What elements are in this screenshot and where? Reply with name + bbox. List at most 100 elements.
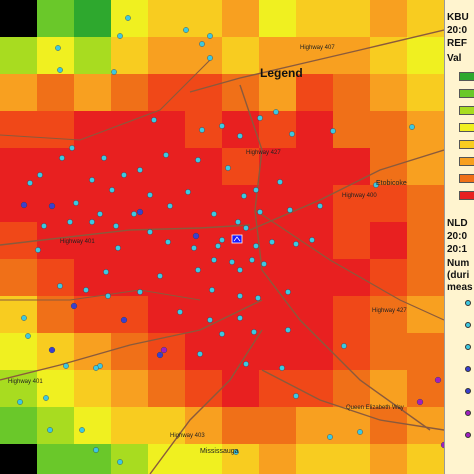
lightning-station-marker[interactable] <box>293 393 299 399</box>
lightning-station-marker[interactable] <box>257 209 263 215</box>
lightning-station-marker[interactable] <box>229 259 235 265</box>
lightning-station-marker[interactable] <box>147 192 153 198</box>
lightning-station-marker[interactable] <box>183 27 189 33</box>
lightning-station-marker[interactable] <box>121 172 127 178</box>
lightning-station-marker[interactable] <box>243 225 249 231</box>
lightning-station-marker[interactable] <box>253 243 259 249</box>
lightning-station-marker[interactable] <box>211 257 217 263</box>
lightning-station-marker[interactable] <box>225 165 231 171</box>
lightning-station-marker[interactable] <box>309 237 315 243</box>
lightning-station-marker[interactable] <box>103 269 109 275</box>
lightning-station-marker[interactable] <box>48 202 56 210</box>
lightning-station-marker[interactable] <box>209 287 215 293</box>
lightning-station-marker[interactable] <box>249 257 255 263</box>
lightning-station-marker[interactable] <box>109 187 115 193</box>
lightning-station-marker[interactable] <box>117 459 123 465</box>
lightning-station-marker[interactable] <box>177 309 183 315</box>
lightning-station-marker[interactable] <box>235 219 241 225</box>
lightning-station-marker[interactable] <box>163 152 169 158</box>
reflectivity-map[interactable]: Legend Highway 407 Highway 427 Highway 4… <box>0 0 444 474</box>
lightning-station-marker[interactable] <box>219 237 225 243</box>
lightning-station-marker[interactable] <box>69 145 75 151</box>
lightning-station-marker[interactable] <box>67 219 73 225</box>
lightning-station-marker[interactable] <box>327 434 333 440</box>
lightning-station-marker[interactable] <box>47 427 53 433</box>
lightning-station-marker[interactable] <box>70 302 78 310</box>
lightning-station-marker[interactable] <box>101 155 107 161</box>
lightning-station-marker[interactable] <box>125 15 131 21</box>
lightning-station-marker[interactable] <box>48 346 56 354</box>
lightning-station-marker[interactable] <box>237 267 243 273</box>
lightning-station-marker[interactable] <box>293 241 299 247</box>
lightning-station-marker[interactable] <box>409 124 415 130</box>
lightning-station-marker[interactable] <box>165 239 171 245</box>
lightning-station-marker[interactable] <box>261 261 267 267</box>
lightning-station-marker[interactable] <box>237 293 243 299</box>
lightning-station-marker[interactable] <box>89 219 95 225</box>
lightning-station-marker[interactable] <box>117 33 123 39</box>
lightning-station-marker[interactable] <box>279 365 285 371</box>
lightning-station-marker[interactable] <box>255 295 261 301</box>
lightning-station-marker[interactable] <box>416 398 424 406</box>
lightning-station-marker[interactable] <box>111 69 117 75</box>
lightning-station-marker[interactable] <box>79 427 85 433</box>
lightning-station-marker[interactable] <box>157 273 163 279</box>
lightning-station-marker[interactable] <box>243 361 249 367</box>
lightning-station-marker[interactable] <box>357 429 363 435</box>
lightning-station-marker[interactable] <box>43 395 49 401</box>
lightning-station-marker[interactable] <box>151 117 157 123</box>
lightning-station-marker[interactable] <box>317 203 323 209</box>
lightning-station-marker[interactable] <box>269 239 275 245</box>
lightning-station-marker[interactable] <box>219 331 225 337</box>
lightning-station-marker[interactable] <box>167 203 173 209</box>
lightning-station-marker[interactable] <box>197 351 203 357</box>
lightning-station-marker[interactable] <box>156 351 164 359</box>
lightning-station-marker[interactable] <box>241 193 247 199</box>
lightning-station-marker[interactable] <box>37 172 43 178</box>
lightning-station-marker[interactable] <box>251 329 257 335</box>
lightning-station-marker[interactable] <box>120 316 128 324</box>
lightning-station-marker[interactable] <box>207 317 213 323</box>
lightning-station-marker[interactable] <box>63 363 69 369</box>
lightning-station-marker[interactable] <box>289 131 295 137</box>
lightning-station-marker[interactable] <box>73 200 79 206</box>
lightning-station-marker[interactable] <box>57 283 63 289</box>
lightning-station-marker[interactable] <box>191 245 197 251</box>
lightning-station-marker[interactable] <box>97 211 103 217</box>
lightning-station-marker[interactable] <box>233 449 239 455</box>
lightning-station-marker[interactable] <box>27 180 33 186</box>
radar-site-marker[interactable] <box>231 234 243 244</box>
lightning-station-marker[interactable] <box>17 399 23 405</box>
lightning-station-marker[interactable] <box>440 441 444 449</box>
lightning-station-marker[interactable] <box>21 315 27 321</box>
lightning-station-marker[interactable] <box>93 365 99 371</box>
lightning-station-marker[interactable] <box>207 55 213 61</box>
lightning-station-marker[interactable] <box>41 223 47 229</box>
lightning-station-marker[interactable] <box>185 189 191 195</box>
lightning-station-marker[interactable] <box>215 243 221 249</box>
lightning-station-marker[interactable] <box>147 229 153 235</box>
lightning-station-marker[interactable] <box>273 109 279 115</box>
lightning-station-marker[interactable] <box>93 447 99 453</box>
lightning-station-marker[interactable] <box>35 247 41 253</box>
lightning-station-marker[interactable] <box>237 315 243 321</box>
lightning-station-marker[interactable] <box>195 267 201 273</box>
lightning-station-marker[interactable] <box>207 33 213 39</box>
lightning-station-marker[interactable] <box>285 289 291 295</box>
lightning-station-marker[interactable] <box>57 67 63 73</box>
lightning-station-marker[interactable] <box>192 232 200 240</box>
lightning-station-marker[interactable] <box>137 289 143 295</box>
lightning-station-marker[interactable] <box>253 187 259 193</box>
lightning-station-marker[interactable] <box>89 177 95 183</box>
lightning-station-marker[interactable] <box>341 343 347 349</box>
lightning-station-marker[interactable] <box>20 201 28 209</box>
lightning-station-marker[interactable] <box>373 182 379 188</box>
lightning-station-marker[interactable] <box>211 211 217 217</box>
lightning-station-marker[interactable] <box>277 179 283 185</box>
lightning-station-marker[interactable] <box>219 123 225 129</box>
lightning-station-marker[interactable] <box>115 245 121 251</box>
lightning-station-marker[interactable] <box>55 45 61 51</box>
lightning-station-marker[interactable] <box>160 346 168 354</box>
lightning-station-marker[interactable] <box>113 223 119 229</box>
